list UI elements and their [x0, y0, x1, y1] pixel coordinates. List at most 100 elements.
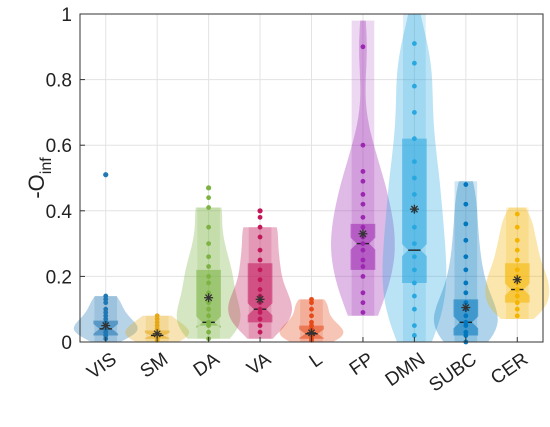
data-point	[411, 224, 417, 230]
data-point	[411, 267, 417, 273]
data-point	[514, 287, 520, 292]
mean-marker	[358, 229, 368, 239]
data-point	[360, 300, 366, 306]
x-tick-label-va: VA	[243, 349, 275, 380]
data-point	[463, 280, 469, 286]
y-tick-label: 0	[61, 333, 72, 354]
data-point	[206, 280, 212, 286]
data-point	[514, 211, 520, 217]
data-point	[411, 323, 417, 328]
violin-body	[331, 20, 395, 316]
data-point	[411, 60, 417, 66]
data-point	[411, 280, 417, 286]
data-point	[206, 195, 212, 201]
data-point	[360, 247, 366, 253]
data-point	[103, 316, 109, 322]
data-point	[257, 329, 263, 335]
data-point	[514, 247, 520, 253]
mean-stroke	[410, 205, 418, 213]
mean-stroke	[513, 276, 521, 284]
data-point	[360, 264, 366, 269]
data-point	[360, 310, 366, 315]
data-point	[103, 306, 109, 312]
data-point	[463, 319, 469, 325]
violin-subc	[433, 181, 498, 345]
y-tick-label: 1	[61, 5, 72, 26]
data-point	[206, 306, 212, 312]
data-point	[103, 296, 109, 302]
data-point	[411, 306, 417, 312]
data-point	[309, 319, 314, 325]
x-tick-label-da: DA	[190, 349, 224, 382]
mean-stroke	[102, 321, 110, 330]
mean-stroke	[205, 294, 213, 302]
whisker-band	[351, 20, 375, 316]
x-tick-label-l: L	[306, 349, 327, 372]
data-point	[206, 313, 212, 319]
data-point	[411, 241, 417, 247]
x-tick-label-cer: CER	[487, 349, 532, 389]
data-point	[257, 247, 263, 253]
data-point	[411, 192, 417, 197]
data-point	[360, 290, 366, 296]
violin-l	[279, 296, 344, 343]
mean-marker	[255, 294, 265, 304]
data-point	[309, 300, 314, 306]
data-point	[360, 192, 366, 197]
outlier-point	[103, 172, 109, 178]
mean-stroke	[256, 295, 264, 303]
y-tick-label: 0.4	[46, 202, 73, 223]
mean-marker	[152, 329, 162, 339]
mean-marker	[409, 204, 419, 214]
mean-marker	[307, 328, 316, 338]
data-point	[154, 316, 160, 322]
mean-stroke	[359, 230, 367, 238]
data-point	[360, 241, 366, 247]
data-point	[206, 319, 212, 325]
violin-body	[485, 207, 550, 319]
x-tick-label-subc: SUBC	[425, 349, 480, 396]
data-point	[257, 277, 263, 283]
data-point	[360, 224, 366, 230]
mean-marker	[461, 303, 471, 313]
data-point	[206, 264, 212, 269]
data-point	[257, 257, 263, 263]
data-point	[257, 310, 263, 315]
data-point	[514, 306, 520, 312]
y-axis-label-sub: inf	[38, 157, 55, 174]
mean-stroke	[153, 330, 161, 338]
data-point	[257, 214, 263, 220]
data-point	[411, 333, 417, 338]
violin-body	[433, 181, 498, 342]
data-point	[206, 224, 212, 230]
data-point	[411, 83, 417, 89]
data-point	[514, 257, 520, 263]
mean-stroke	[307, 329, 316, 337]
data-point	[103, 329, 109, 335]
y-tick-label: 0.2	[46, 267, 72, 288]
data-point	[206, 241, 212, 247]
data-point	[463, 329, 469, 335]
data-point	[206, 254, 212, 260]
data-point	[360, 214, 366, 220]
data-point	[257, 267, 263, 273]
data-point	[411, 41, 417, 46]
data-point	[463, 333, 469, 338]
data-point	[514, 237, 520, 243]
data-point	[257, 287, 263, 292]
data-point	[463, 221, 469, 227]
data-point	[309, 306, 314, 312]
data-point	[309, 296, 314, 302]
plot-layer	[73, 14, 550, 345]
y-axis-label: -Oinf	[24, 157, 55, 199]
mean-marker	[512, 275, 522, 285]
violin-vis	[73, 172, 138, 342]
data-point	[206, 290, 212, 296]
data-point	[411, 159, 417, 165]
outlier-point	[206, 185, 212, 191]
mean-stroke	[462, 303, 470, 312]
data-point	[463, 290, 469, 296]
data-point	[154, 319, 160, 325]
data-point	[514, 300, 520, 306]
